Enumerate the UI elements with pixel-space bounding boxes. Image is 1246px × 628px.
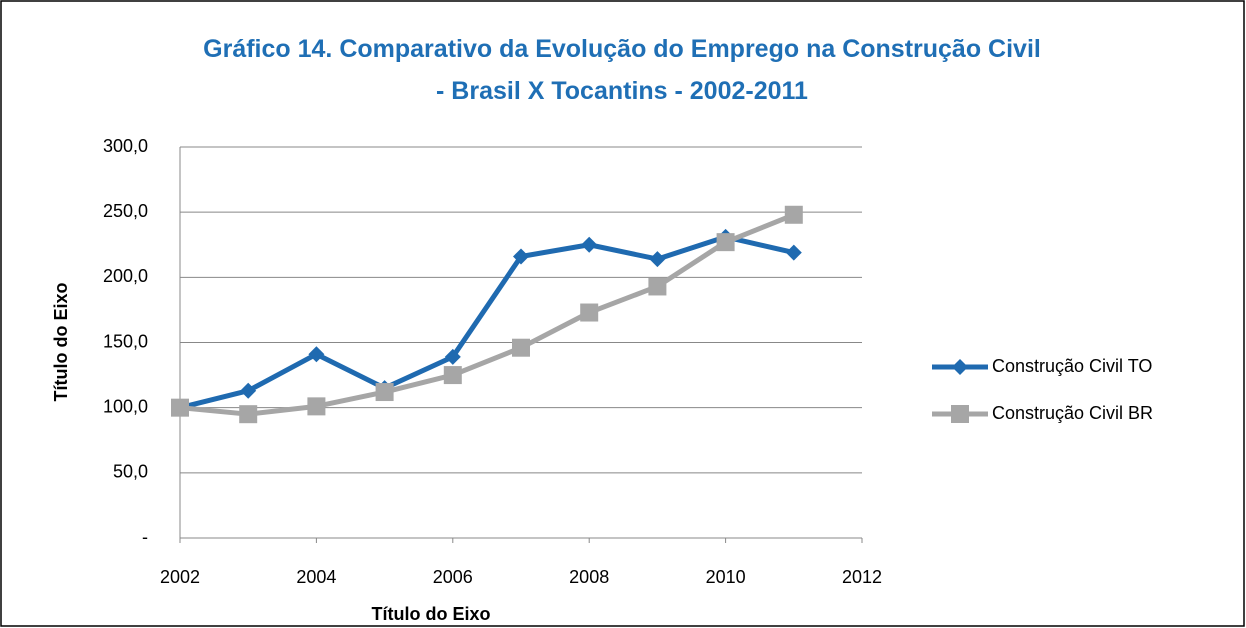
marker bbox=[580, 303, 599, 322]
marker bbox=[648, 277, 667, 296]
y-axis-title: Título do Eixo bbox=[51, 283, 71, 402]
marker bbox=[307, 397, 326, 416]
x-tick-label: 2010 bbox=[706, 567, 746, 587]
series-line bbox=[179, 212, 795, 417]
y-tick-label: 200,0 bbox=[103, 266, 148, 286]
marker bbox=[375, 383, 394, 402]
legend-label: Construção Civil BR bbox=[992, 403, 1153, 423]
y-tick-label: 50,0 bbox=[113, 462, 148, 482]
series-line bbox=[179, 234, 795, 411]
marker bbox=[951, 405, 969, 423]
marker bbox=[952, 359, 968, 375]
marker bbox=[171, 398, 189, 417]
y-tick-label: 150,0 bbox=[103, 331, 148, 351]
x-tick-label: 2004 bbox=[296, 567, 336, 587]
x-tick-label: 2002 bbox=[160, 567, 200, 587]
y-tick-label: 300,0 bbox=[103, 136, 148, 156]
x-tick-label: 2012 bbox=[842, 567, 882, 587]
marker bbox=[512, 338, 530, 357]
marker bbox=[239, 405, 258, 424]
legend-label: Construção Civil TO bbox=[992, 356, 1152, 376]
marker bbox=[716, 233, 735, 252]
marker bbox=[308, 346, 325, 363]
y-tick-label: 100,0 bbox=[103, 396, 148, 416]
y-tick-label: - bbox=[142, 527, 148, 547]
x-tick-label: 2006 bbox=[433, 567, 473, 587]
marker bbox=[785, 244, 802, 261]
y-tick-label: 250,0 bbox=[103, 201, 148, 221]
chart-title: Gráfico 14. Comparativo da Evolução do E… bbox=[203, 35, 1041, 105]
marker bbox=[513, 248, 529, 265]
marker bbox=[581, 236, 598, 253]
marker bbox=[649, 251, 666, 268]
marker bbox=[444, 348, 461, 365]
marker bbox=[443, 366, 462, 385]
x-axis-title: Título do Eixo bbox=[372, 604, 491, 624]
x-tick-label: 2008 bbox=[569, 567, 609, 587]
marker bbox=[240, 382, 257, 399]
marker bbox=[784, 205, 803, 224]
